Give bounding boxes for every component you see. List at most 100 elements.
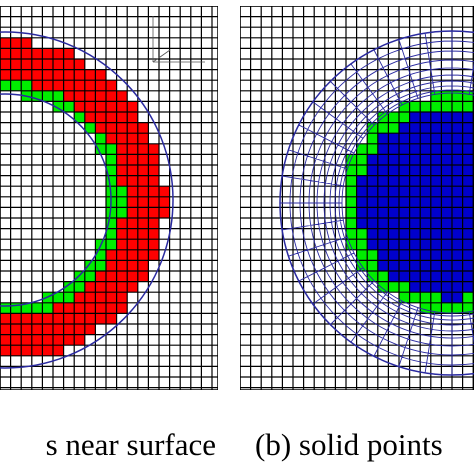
cell [399,271,410,282]
cell [95,249,106,261]
cell [452,90,463,102]
cell [74,313,85,324]
cell [420,260,431,271]
cell [452,122,463,134]
cell [84,122,96,134]
cell [399,281,410,293]
cell [74,324,85,335]
cell [148,196,159,208]
cell [399,165,410,176]
cell [367,239,378,250]
cell [106,218,117,229]
cell [31,59,43,70]
cell [430,196,442,208]
cell [388,133,399,144]
cell [409,186,421,197]
cell [127,239,138,250]
cell [21,345,32,356]
cell [388,281,399,293]
cell [356,228,368,240]
cell [377,228,389,240]
cell [0,334,11,346]
cell [441,196,452,208]
cell [84,281,96,293]
grid [240,6,474,390]
cell [399,101,410,112]
outer-circle [0,31,174,369]
cell [127,143,138,155]
cell [42,345,53,356]
cell [377,143,389,155]
cell [106,80,117,91]
cell [409,218,421,229]
cell [367,122,378,134]
cell [399,218,410,229]
cell [430,165,442,176]
cell [95,271,106,282]
cell [106,143,117,155]
cell [148,207,159,218]
cell [346,165,357,176]
cell [420,249,431,261]
cell [367,186,378,197]
cell [63,313,75,324]
cell [106,175,117,187]
cell [63,59,75,70]
cell [367,260,378,271]
cell [399,154,410,165]
cell [74,334,85,346]
cell [42,334,53,346]
cell [106,133,117,144]
cell [441,292,452,303]
cell [106,122,117,134]
cell [452,165,463,176]
cell [84,260,96,271]
cell [95,143,106,155]
cell [420,175,431,187]
cell [95,260,106,271]
cell [356,196,368,208]
cell [137,260,149,271]
cell [452,228,463,240]
cell [127,228,138,240]
cell [420,165,431,176]
cell [462,186,474,197]
cell [116,218,128,229]
cell [106,292,117,303]
cell [388,260,399,271]
cell [116,133,128,144]
cell [462,218,474,229]
cell [462,112,474,123]
cell [21,324,32,335]
cell [95,292,106,303]
cell [462,281,474,293]
cell [462,292,474,303]
cell [116,165,128,176]
cell [10,313,22,324]
cell [441,281,452,293]
cell [399,292,410,303]
cell [377,271,389,282]
cell [21,313,32,324]
cell [95,281,106,293]
cell [53,48,64,59]
cell [409,133,421,144]
cell [367,207,378,218]
cell [127,165,138,176]
cell [409,196,421,208]
cell [377,122,389,134]
cell [137,218,149,229]
caption-left: s near surface [46,427,216,462]
cell [388,228,399,240]
cell [430,112,442,123]
cell [127,154,138,165]
cell [31,48,43,59]
cell [127,133,138,144]
cell [53,345,64,356]
cell [399,249,410,261]
cell [441,154,452,165]
cell [0,59,11,70]
cell [430,302,442,314]
cell [462,271,474,282]
cell [0,302,11,314]
